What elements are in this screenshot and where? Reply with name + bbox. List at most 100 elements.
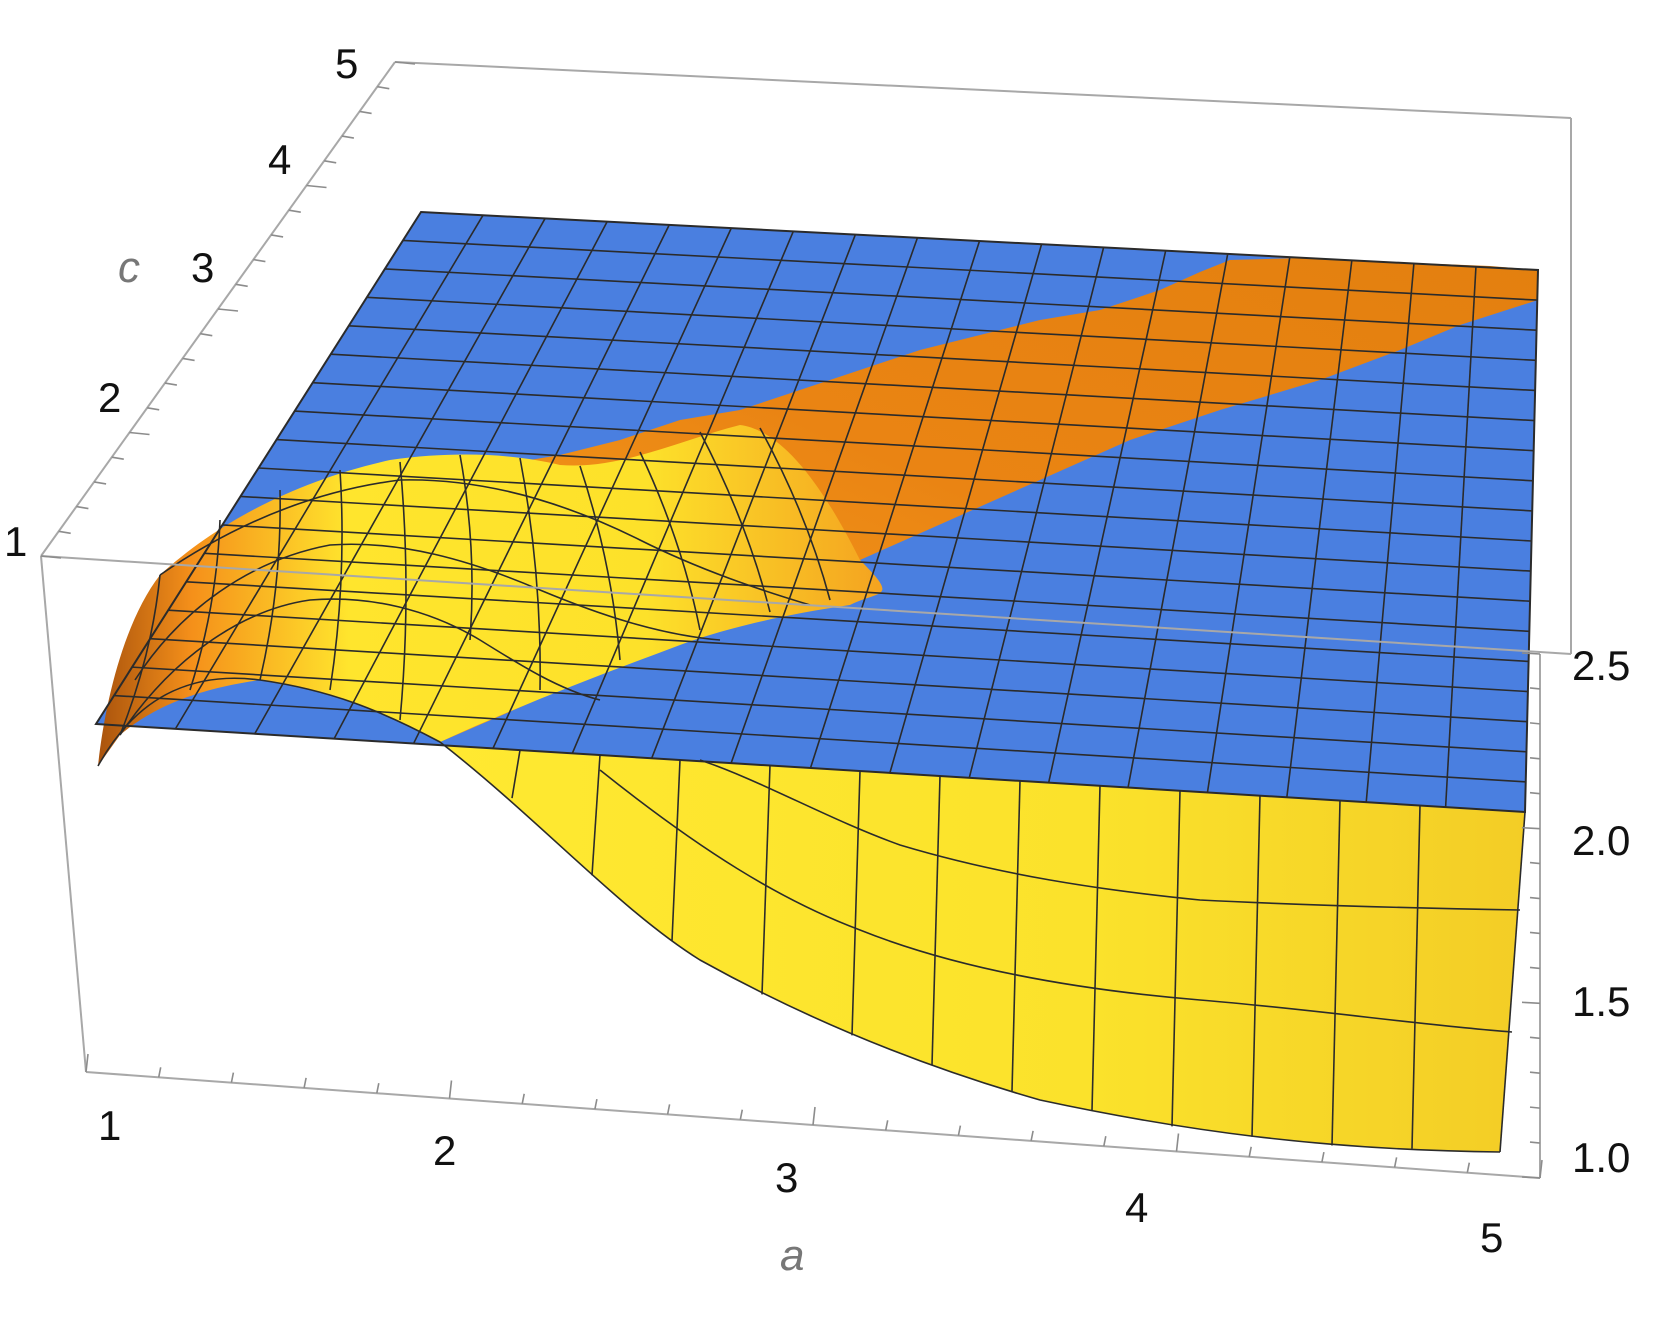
- c-tick-label: 5: [335, 40, 358, 87]
- z-tick-mark: [1529, 931, 1541, 935]
- c-tick-mark: [324, 160, 337, 164]
- lower-surface-cross-line: [761, 765, 771, 995]
- surface-right-edge: [1499, 811, 1526, 1153]
- a-tick-mark: [448, 1080, 453, 1099]
- a-tick-mark: [157, 1067, 162, 1078]
- plane-mesh-line: [150, 637, 1528, 723]
- lower-surface-cross-line: [1411, 805, 1421, 1149]
- a-tick-mark: [1321, 1151, 1325, 1163]
- a-tick-label: 5: [1480, 1214, 1503, 1261]
- a-tick-label: 4: [1125, 1184, 1148, 1231]
- plane-mesh-line: [168, 609, 1528, 693]
- c-axis-label: c: [118, 243, 140, 292]
- hump-cross-line: [459, 454, 473, 641]
- plane-mesh-line: [366, 296, 1536, 362]
- c-tick-mark: [200, 332, 213, 337]
- c-tick-mark: [270, 234, 284, 238]
- hump-cross-line: [119, 574, 161, 736]
- a-axis-ticks: [85, 1053, 1543, 1179]
- z-tick-mark: [1529, 791, 1541, 795]
- a-tick-mark: [521, 1093, 525, 1104]
- plane-mesh-line: [384, 268, 1537, 332]
- a-tick-mark: [1175, 1133, 1180, 1152]
- c-tick-mark: [359, 110, 372, 115]
- a-tick-label: 1: [98, 1102, 121, 1149]
- c-tick-label: 2: [98, 374, 121, 421]
- surface-line-1: [699, 759, 1521, 911]
- a-axis-label: a: [780, 1231, 804, 1280]
- hump-cross-line: [519, 457, 541, 691]
- plane-mesh-line: [294, 410, 1533, 482]
- c-tick-mark: [58, 530, 71, 535]
- c-tick-mark: [111, 456, 124, 460]
- plane-mesh-line: [186, 580, 1529, 663]
- c-tick-mark: [164, 382, 178, 386]
- c-tick-mark: [394, 61, 416, 65]
- z-tick-mark: [1521, 1176, 1541, 1179]
- plane-mesh-line: [222, 524, 1531, 603]
- c-tick-label: 3: [191, 244, 214, 291]
- a-tick-mark: [1539, 1159, 1543, 1179]
- hump-cross-line: [759, 427, 831, 601]
- a-tick-mark: [884, 1120, 889, 1131]
- a-tick-mark: [1393, 1157, 1398, 1168]
- c-tick-mark: [341, 135, 355, 139]
- a-tick-mark: [303, 1077, 307, 1089]
- lower-surface-cross-line: [851, 771, 861, 1036]
- a-tick-mark: [1103, 1136, 1107, 1147]
- a-tick-mark: [1030, 1130, 1034, 1142]
- z-tick-label: 2.5: [1572, 642, 1630, 689]
- c-tick-mark: [129, 431, 150, 436]
- c-tick-mark: [217, 308, 239, 312]
- lower-surface-cross-line: [1331, 800, 1341, 1146]
- lower-surface-cross-line: [591, 754, 601, 876]
- c-tick-mark: [182, 357, 195, 362]
- lower-surface-cross-line: [1091, 785, 1101, 1111]
- surface-line-2: [599, 769, 1513, 1033]
- z-tick-label: 1.0: [1572, 1134, 1630, 1181]
- a-tick-mark: [85, 1053, 89, 1073]
- hump-cross-lines: [119, 427, 831, 736]
- a-tick-mark: [230, 1072, 235, 1083]
- a-tick-label: 3: [775, 1154, 798, 1201]
- lower-surface-cross-line: [511, 749, 521, 799]
- a-tick-mark: [594, 1098, 598, 1110]
- z-tick-mark: [1529, 1071, 1541, 1074]
- plane-mesh-line: [330, 353, 1535, 422]
- c-tick-mark: [93, 481, 107, 485]
- z-tick-mark: [1529, 966, 1541, 970]
- hump-line-3: [159, 479, 811, 606]
- plane-mesh-line: [402, 239, 1538, 301]
- plane-mesh-line: [114, 694, 1526, 783]
- a-tick-mark: [957, 1125, 962, 1136]
- c-tick-mark: [377, 85, 390, 90]
- a-tick-label: 2: [433, 1127, 456, 1174]
- c-tick-mark: [253, 258, 266, 263]
- hump-cross-line: [399, 461, 407, 721]
- z-tick-mark: [1521, 652, 1541, 655]
- c-tick-label: 4: [268, 136, 291, 183]
- plane-mesh-line: [258, 467, 1532, 542]
- lower-surface-cross-line: [931, 775, 941, 1066]
- z-tick-mark: [1529, 1036, 1541, 1040]
- lower-surface-cross-line: [1171, 790, 1181, 1127]
- z-tick-mark: [1529, 1106, 1541, 1109]
- plane-mesh-line: [240, 495, 1531, 572]
- c-tick-mark: [76, 505, 89, 510]
- c-tick-mark: [306, 184, 327, 189]
- hump-cross-line: [579, 465, 621, 661]
- plane-mesh-line: [132, 666, 1527, 753]
- lower-surface-cross-lines: [511, 749, 1421, 1149]
- plane-mesh: [94, 210, 1540, 814]
- plane-mesh-line: [204, 552, 1530, 633]
- z-tick-mark: [1521, 826, 1541, 830]
- a-tick-mark: [1248, 1146, 1252, 1157]
- plane-mesh-line: [276, 438, 1533, 512]
- a-tick-mark: [666, 1104, 671, 1115]
- z-tick-mark: [1529, 861, 1541, 865]
- a-tick-mark: [376, 1083, 380, 1094]
- a-tick-mark: [1466, 1162, 1471, 1173]
- hump-line-1: [119, 598, 601, 736]
- z-tick-mark: [1529, 722, 1541, 725]
- z-tick-mark: [1521, 1001, 1541, 1005]
